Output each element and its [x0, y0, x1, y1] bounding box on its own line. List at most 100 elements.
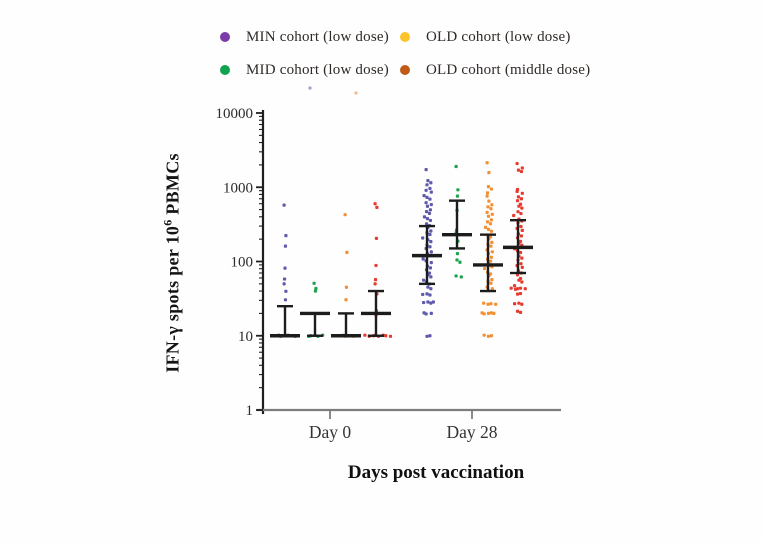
- data-point: [520, 191, 524, 195]
- data-point: [456, 188, 460, 192]
- data-point: [454, 274, 458, 278]
- data-point: [486, 334, 491, 338]
- stray-dot: [354, 91, 358, 95]
- data-point: [489, 244, 493, 248]
- data-point: [486, 311, 491, 315]
- data-point: [520, 280, 524, 284]
- legend-label: MID cohort (low dose): [246, 61, 389, 78]
- legend-dot-icon: [400, 65, 410, 75]
- data-point: [488, 222, 493, 226]
- data-point: [428, 293, 432, 297]
- data-point: [515, 199, 520, 203]
- data-point: [490, 240, 494, 244]
- data-point: [519, 262, 523, 266]
- y-tick-label: 10: [238, 329, 253, 345]
- data-point: [455, 194, 460, 198]
- data-point: [515, 161, 519, 166]
- data-point: [482, 333, 486, 337]
- data-point: [428, 218, 432, 223]
- data-point: [313, 289, 318, 293]
- data-point: [520, 228, 524, 232]
- data-point: [486, 302, 490, 306]
- legend-item-old-middle-cohort: OLD cohort (middle dose): [400, 61, 590, 79]
- data-point: [422, 215, 427, 219]
- data-point: [492, 311, 496, 315]
- data-point: [422, 194, 426, 198]
- data-point: [485, 210, 489, 214]
- data-point: [489, 311, 493, 315]
- data-point: [516, 168, 521, 172]
- data-point: [490, 212, 494, 216]
- legend-dot-icon: [400, 32, 410, 42]
- data-point: [282, 277, 287, 281]
- data-point: [517, 204, 521, 208]
- data-point: [429, 261, 433, 265]
- data-point: [429, 275, 433, 279]
- legend-dot-icon: [220, 32, 230, 42]
- data-point: [483, 225, 488, 229]
- data-point: [422, 300, 426, 305]
- data-point: [373, 282, 377, 286]
- data-point: [426, 285, 430, 289]
- y-tick-label: 1: [246, 403, 254, 419]
- data-point: [520, 302, 524, 306]
- data-point: [429, 202, 433, 207]
- data-point: [489, 302, 493, 306]
- data-point: [375, 205, 379, 209]
- x-tick-label: Day 28: [446, 422, 497, 442]
- data-point: [515, 292, 520, 296]
- data-point: [519, 224, 523, 229]
- legend-item-mid-cohort: MID cohort (low dose): [220, 61, 389, 79]
- data-point: [282, 282, 286, 286]
- data-point: [429, 311, 433, 315]
- data-point: [485, 220, 490, 224]
- data-point: [425, 195, 429, 199]
- data-point: [374, 263, 378, 268]
- data-point: [482, 301, 486, 305]
- data-point: [489, 281, 493, 285]
- data-point: [428, 232, 432, 237]
- data-point: [519, 234, 523, 238]
- data-point: [494, 302, 498, 306]
- data-point: [459, 275, 463, 279]
- data-point: [518, 291, 523, 296]
- data-point: [425, 183, 429, 187]
- data-point: [490, 250, 494, 254]
- data-point: [488, 259, 493, 263]
- data-point: [429, 181, 433, 185]
- data-point: [373, 202, 377, 206]
- data-point: [454, 164, 458, 169]
- stray-dot: [308, 86, 312, 90]
- data-point: [428, 266, 432, 270]
- data-point: [489, 255, 493, 259]
- data-point: [343, 213, 347, 217]
- data-point: [424, 209, 429, 214]
- data-point: [284, 234, 288, 238]
- data-point: [518, 310, 523, 314]
- data-point: [283, 244, 288, 248]
- data-point: [426, 179, 430, 183]
- data-point: [518, 250, 523, 255]
- data-point: [509, 286, 513, 290]
- y-tick-label: 1000: [223, 180, 253, 196]
- data-point: [519, 197, 523, 201]
- legend-item-old-low-cohort: OLD cohort (low dose): [400, 28, 571, 46]
- legend-item-min-cohort: MIN cohort (low dose): [220, 28, 389, 46]
- data-point: [282, 203, 286, 207]
- data-point: [516, 195, 521, 199]
- data-point: [424, 167, 428, 172]
- data-point: [513, 287, 518, 291]
- data-point: [490, 278, 494, 282]
- data-point: [487, 171, 491, 175]
- data-point: [384, 334, 388, 338]
- data-point: [422, 278, 426, 282]
- data-point: [421, 236, 425, 240]
- data-point: [518, 286, 523, 290]
- data-point: [344, 285, 349, 289]
- data-point: [517, 301, 521, 305]
- data-point: [424, 201, 428, 205]
- data-point: [314, 286, 318, 291]
- data-point: [458, 260, 462, 264]
- data-point: [513, 284, 517, 288]
